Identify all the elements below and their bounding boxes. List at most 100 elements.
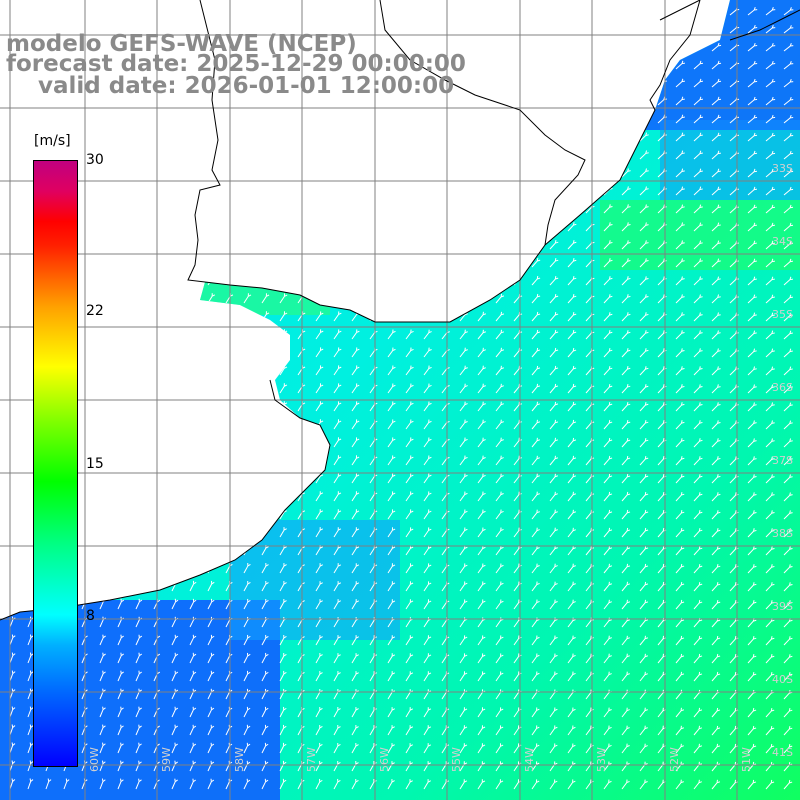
- wind-arrow: [477, 311, 487, 322]
- wind-arrow: [135, 598, 143, 610]
- wind-arrow: [531, 707, 540, 718]
- wind-arrow: [279, 581, 287, 592]
- wind-arrow: [477, 725, 486, 736]
- wind-arrow: [495, 653, 504, 664]
- wind-arrow: [747, 96, 758, 106]
- wind-arrow: [747, 438, 757, 448]
- wind-arrow: [189, 724, 197, 736]
- wind-arrow: [567, 294, 577, 304]
- wind-arrow: [621, 671, 630, 682]
- wind-arrow: [711, 114, 722, 124]
- wind-arrow: [765, 384, 775, 394]
- wind-arrow: [243, 562, 251, 574]
- latitude-label: 34S: [772, 235, 793, 248]
- wind-arrow: [333, 527, 342, 538]
- wind-arrow: [675, 150, 685, 160]
- wind-arrow: [351, 743, 359, 754]
- wind-arrow: [549, 527, 558, 538]
- wind-arrow: [711, 294, 721, 304]
- wind-arrow: [693, 186, 703, 196]
- wind-arrow: [783, 240, 794, 250]
- wind-arrow: [387, 599, 396, 610]
- wind-arrow: [639, 150, 649, 160]
- wind-arrow: [459, 707, 468, 718]
- northern-mid-zone: [660, 120, 800, 200]
- wind-arrow: [423, 383, 432, 394]
- wind-arrow: [621, 168, 631, 178]
- wind-arrow: [333, 742, 341, 754]
- wind-arrow: [711, 582, 721, 592]
- wind-arrow: [567, 743, 576, 754]
- wind-arrow: [405, 581, 414, 592]
- wind-arrow: [783, 168, 794, 178]
- wind-arrow: [603, 635, 612, 646]
- wind-arrow: [747, 276, 757, 286]
- wind-arrow: [711, 546, 721, 556]
- wind-arrow: [675, 204, 685, 214]
- wind-arrow: [765, 672, 775, 682]
- wind-arrow: [27, 724, 34, 736]
- wind-arrow: [675, 186, 685, 196]
- wind-arrow: [675, 474, 685, 484]
- wind-arrow: [459, 383, 468, 394]
- wind-arrow: [675, 743, 684, 754]
- wind-arrow: [207, 580, 215, 592]
- wind-arrow: [477, 329, 487, 340]
- wind-arrow: [477, 563, 486, 574]
- wind-arrow: [783, 600, 793, 610]
- wind-arrow: [621, 204, 631, 214]
- wind-arrow: [315, 599, 323, 610]
- wind-arrow: [567, 401, 577, 412]
- wind-arrow: [171, 688, 179, 700]
- wind-arrow: [639, 653, 649, 664]
- wind-arrow: [243, 580, 251, 592]
- wind-arrow: [477, 509, 486, 520]
- wind-arrow: [693, 96, 704, 106]
- wind-arrow: [423, 401, 432, 412]
- wind-arrow: [693, 653, 703, 664]
- wind-arrow: [639, 491, 649, 502]
- wind-arrow: [423, 653, 432, 664]
- wind-arrow: [351, 527, 360, 538]
- wind-arrow: [675, 60, 686, 70]
- wind-arrow: [405, 563, 414, 574]
- wind-arrow: [621, 402, 631, 412]
- wind-arrow: [783, 96, 794, 106]
- wind-arrow: [315, 401, 324, 412]
- wind-arrow: [639, 204, 649, 214]
- wind-arrow: [477, 743, 486, 754]
- wind-arrow: [603, 222, 613, 232]
- wind-arrow: [387, 527, 396, 538]
- wind-arrow: [639, 186, 649, 196]
- wind-arrow: [315, 347, 324, 358]
- wind-arrow: [693, 581, 703, 592]
- wind-arrow: [621, 653, 630, 664]
- wind-arrow: [621, 563, 631, 574]
- wind-arrow: [747, 564, 757, 574]
- wind-arrow: [135, 634, 143, 646]
- wind-arrow: [747, 348, 757, 358]
- wind-arrow: [531, 329, 541, 340]
- longitude-label: 60W: [88, 747, 101, 772]
- wind-arrow: [783, 564, 793, 574]
- wind-arrow: [711, 671, 721, 682]
- wind-arrow: [459, 599, 468, 610]
- wind-arrow: [711, 240, 721, 250]
- wind-arrow: [603, 348, 613, 358]
- wind-arrow: [747, 474, 757, 484]
- wind-arrow: [495, 437, 504, 448]
- wind-arrow: [351, 563, 360, 574]
- wind-arrow: [693, 546, 703, 556]
- wind-arrow: [603, 725, 612, 736]
- wind-arrow: [405, 383, 414, 394]
- wind-arrow: [261, 580, 269, 592]
- wind-arrow: [495, 509, 504, 520]
- wind-arrow: [603, 258, 613, 268]
- wind-arrow: [387, 743, 395, 754]
- wind-arrow: [387, 653, 396, 664]
- wind-arrow: [117, 688, 124, 700]
- wind-arrow: [99, 742, 106, 754]
- wind-arrow: [189, 670, 197, 682]
- wind-arrow: [639, 761, 648, 772]
- wind-arrow: [351, 473, 360, 484]
